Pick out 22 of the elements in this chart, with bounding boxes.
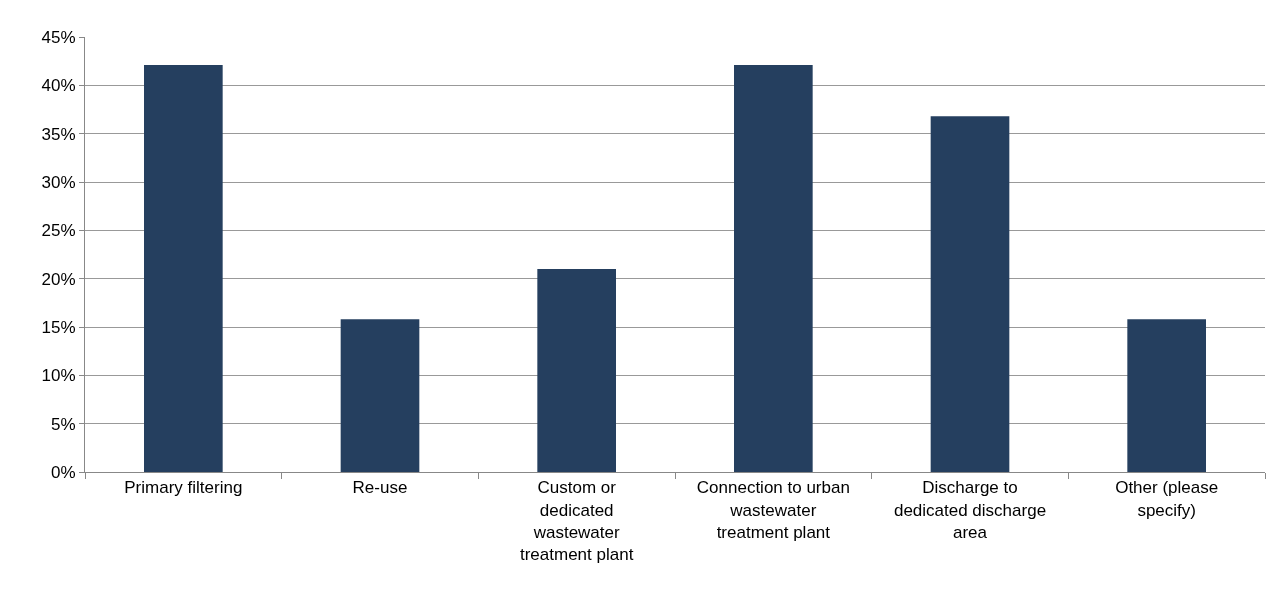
- bar: [340, 319, 420, 472]
- bar: [537, 269, 616, 472]
- y-tick-label: 40%: [41, 76, 76, 96]
- y-tick-label: 0%: [51, 462, 76, 482]
- x-tick-label: Discharge to dedicated discharge area: [893, 478, 1047, 542]
- y-tick-label: 30%: [41, 172, 76, 192]
- y-tick-label: 15%: [41, 317, 76, 337]
- y-tick-label: 5%: [51, 414, 76, 434]
- x-tick-label: Re-use: [352, 478, 408, 498]
- bar: [734, 65, 813, 472]
- x-tick-label: Primary filtering: [124, 478, 243, 498]
- bar: [1127, 319, 1206, 472]
- y-tick-label: 10%: [41, 366, 76, 386]
- x-tick-label: Custom or dedicated wastewater treatment plant: [519, 478, 634, 564]
- y-tick-label: 45%: [41, 27, 76, 47]
- bar: [930, 116, 1010, 472]
- y-tick-label: 20%: [41, 269, 76, 289]
- x-tick-label: Other (please specify): [1115, 478, 1219, 520]
- y-tick-label: 35%: [41, 124, 76, 144]
- y-tick-label: 25%: [41, 221, 76, 241]
- x-tick-label: Connection to urban wastewater treatment plant: [696, 478, 850, 542]
- bar: [144, 65, 223, 472]
